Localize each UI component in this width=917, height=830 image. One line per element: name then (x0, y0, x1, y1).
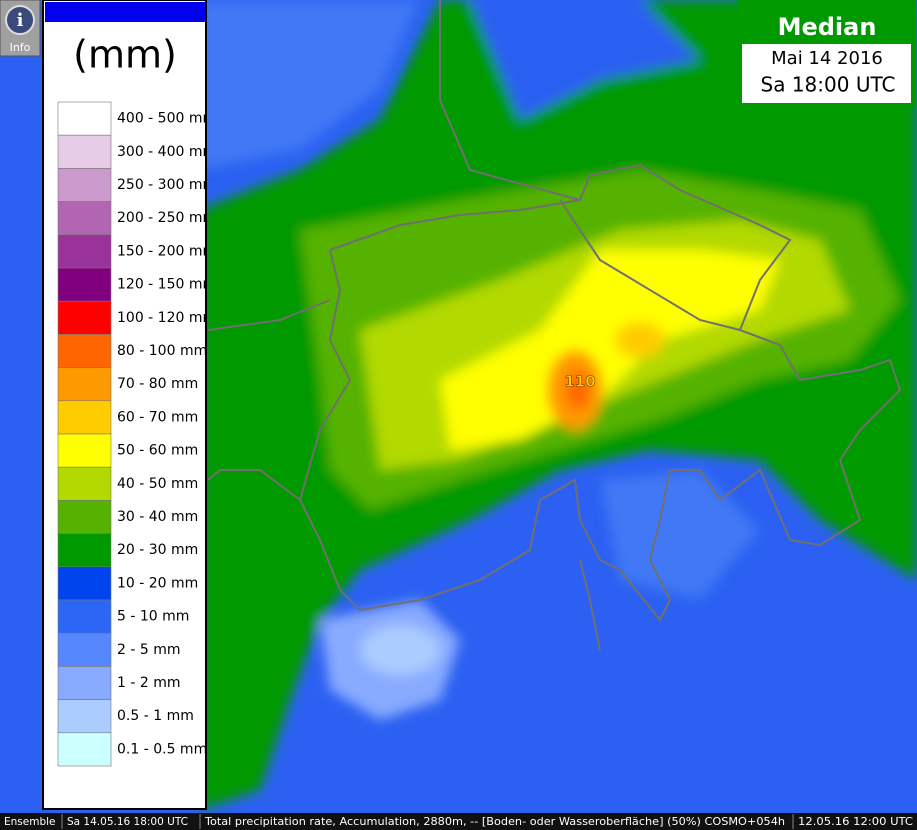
footer-valid-time: Sa 14.05.16 18:00 UTC (67, 816, 188, 828)
legend-swatch (57, 466, 112, 501)
info-label[interactable]: Info (10, 41, 31, 54)
legend-swatch (57, 168, 112, 202)
legend-swatch (57, 566, 112, 601)
header-statistic: Median (778, 13, 877, 41)
legend-label: 50 - 60 mm (117, 443, 198, 459)
legend-label: 120 - 150 mm (117, 277, 216, 293)
legend-label: 70 - 80 mm (117, 376, 198, 392)
legend-label: 10 - 20 mm (117, 575, 198, 591)
footer-run-time: 12.05.16 12:00 UTC (798, 816, 913, 828)
legend-swatch (57, 300, 112, 335)
legend-swatch (57, 632, 112, 667)
legend-swatch (57, 500, 112, 534)
legend-label: 30 - 40 mm (117, 509, 198, 525)
legend-label: 0.1 - 0.5 mm (117, 741, 207, 757)
header-time: Sa 18:00 UTC (761, 73, 896, 97)
legend-label: 40 - 50 mm (117, 476, 198, 492)
legend: (mm) 400 - 500 mm 300 - 400 mm 250 - 300 m… (42, 0, 216, 810)
legend-label: 20 - 30 mm (117, 542, 198, 558)
legend-label: 150 - 200 mm (117, 243, 216, 259)
legend-swatch (57, 334, 112, 368)
legend-top-bar (45, 2, 205, 22)
legend-swatch (57, 533, 112, 568)
footer-bg (0, 813, 917, 830)
info-button[interactable]: i Info (0, 0, 41, 57)
header-box: Median Mai 14 2016 Sa 18:00 UTC (738, 0, 915, 107)
legend-swatch (57, 201, 112, 236)
legend-swatch (57, 367, 112, 402)
legend-swatch (57, 699, 112, 734)
header-inner (742, 44, 911, 103)
legend-swatch (57, 267, 112, 302)
country-borders (207, 0, 902, 651)
legend-label: 400 - 500 mm (117, 111, 216, 127)
legend-swatch (57, 732, 112, 767)
legend-label: 250 - 300 mm (117, 177, 216, 193)
legend-swatch (57, 234, 112, 269)
legend-unit: (mm) (73, 33, 177, 77)
legend-swatch (57, 400, 112, 435)
footer-product: Ensemble (4, 816, 56, 828)
legend-swatch (57, 599, 112, 634)
legend-label: 80 - 100 mm (117, 343, 207, 359)
legend-label: 100 - 120 mm (117, 310, 216, 326)
footer: Ensemble Sa 14.05.16 18:00 UTC Total pre… (0, 813, 917, 830)
legend-swatch (57, 134, 112, 169)
footer-description: Total precipitation rate, Accumulation, … (204, 816, 785, 828)
legend-swatch (57, 101, 112, 136)
legend-label: 0.5 - 1 mm (117, 708, 194, 724)
legend-label: 2 - 5 mm (117, 642, 181, 658)
max-value-label: 110 (564, 373, 595, 391)
legend-swatch (57, 666, 112, 700)
header-date: Mai 14 2016 (771, 48, 883, 69)
info-icon[interactable] (5, 5, 35, 35)
legend-label: 300 - 400 mm (117, 144, 216, 160)
legend-label: 200 - 250 mm (117, 210, 216, 226)
legend-label: 5 - 10 mm (117, 609, 189, 625)
legend-swatch (57, 433, 112, 468)
legend-label: 1 - 2 mm (117, 675, 181, 691)
legend-label: 60 - 70 mm (117, 409, 198, 425)
info-icon-glyph: i (17, 10, 24, 31)
